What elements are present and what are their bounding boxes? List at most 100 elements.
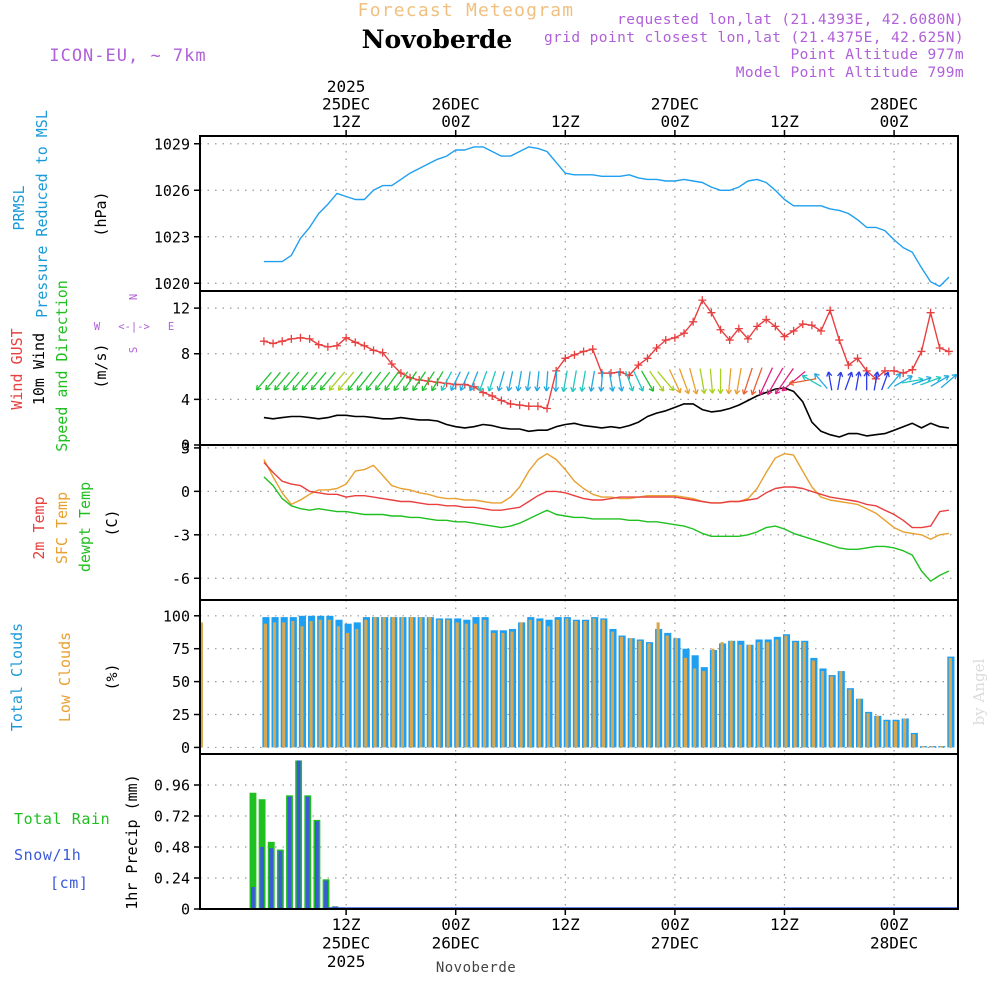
wind-direction-arrow [617,370,623,392]
snow-bar [296,760,301,909]
wind-arrow-head [468,385,475,392]
low-cloud-bar [391,617,395,748]
wind-direction-arrow [920,376,942,386]
gust-marker [323,342,332,351]
gust-marker [506,399,515,408]
wind-label: 10m Wind [30,333,48,405]
top-time-label: 28DEC [870,95,918,114]
precip-unit-label: 1hr Precip (mm) [123,774,141,909]
panel-2: -6-303 [172,439,958,600]
gust-marker [680,329,689,338]
low-cloud-bar [291,621,295,748]
wind-arrow-head [347,385,353,391]
low-cloud-bar [866,713,870,748]
low-cloud-bar [546,626,551,748]
panel-0: 1020 1023 1026 1029 [154,135,958,293]
low-cloud-bar [583,621,587,748]
snow-bar [324,880,328,909]
wind-direction-arrow [545,371,549,392]
gust-marker [926,308,935,317]
wind-direction-arrow [911,377,932,386]
wind-arrow-head [628,386,635,392]
wind-direction-arrow [940,374,958,389]
wind-direction-arrow [319,371,336,391]
snow-bar [278,850,283,909]
wind-arrow-head [393,385,399,392]
low-cloud-bar [574,621,578,748]
low-cloud-bar [336,626,341,748]
wind-arrow-head [847,371,854,378]
gust-marker [789,326,798,335]
wind-direction-arrow [887,373,901,390]
bottom-time-label: 26DEC [432,934,480,953]
temp-unit-label: (C) [103,509,121,536]
y-tick-label: 1020 [154,275,190,293]
low-cloud-bar [729,640,733,748]
wind-arrow-head [935,375,942,382]
gust-marker [269,339,278,348]
wind-arrow-head [837,371,844,378]
wind-arrow-head [855,371,862,377]
wind-arrow-head [292,385,298,391]
snow-bar [251,887,255,909]
wind-arrow-head [579,386,586,392]
wind-direction-arrow [727,368,732,394]
compass-south: S [128,347,140,353]
low-cloud-bar [419,617,423,748]
wind-arrow-head [907,375,913,381]
low-cloud-bar [373,617,377,748]
low-cloud-bar [601,619,605,748]
wind-arrow-head [283,385,289,391]
low-cloud-bar-edge [200,622,203,748]
wind-direction-arrow [255,371,272,391]
gust-marker [725,336,734,345]
low-cloud-bar [300,626,304,748]
low-cloud-bar [364,619,368,748]
wind-arrow-head [319,384,326,391]
wind-direction-arrow [421,371,435,392]
low-cloud-bar [939,746,943,748]
bottom-time-label: 12Z [551,915,580,934]
wind-direction-arrow [450,371,461,391]
wind-arrow-head [412,385,418,392]
sfc-temp-line [263,453,950,540]
wind-arrow-head [255,384,262,391]
requested-coords: requested lon,lat (21.4393E, 42.6080N) [617,12,964,28]
bottom-time-label: 00Z [660,915,689,934]
wind-arrow-head [570,386,577,393]
y-tick-label: 50 [172,673,190,691]
gust-marker [533,402,542,411]
wind-arrow-head [543,386,550,392]
y-tick-label: 0 [181,483,190,501]
y-tick-label: 100 [163,607,190,625]
low-cloud-bar [738,644,742,748]
low-cloud-bar [327,619,331,748]
low-cloud-bar [811,660,815,748]
low-cloud-bar [912,734,916,748]
wind-arrow-head [709,388,716,394]
low-cloud-bar [592,618,596,748]
snow-unit-label: [cm] [50,874,89,892]
wind-direction-arrow [581,370,587,392]
wind-direction-arrow [571,370,577,392]
wind-direction-arrow [649,370,665,392]
wind-arrow-head [814,372,820,379]
low-cloud-bar [537,621,541,748]
wind-arrow-head [684,388,691,395]
wind-arrow-head [766,389,773,395]
gust-marker [935,344,944,353]
panel-border [199,290,959,446]
wind-direction-arrow [767,367,784,395]
snow-bar [287,796,292,909]
y-tick-label: 0.48 [154,839,190,857]
low-cloud-bar [309,621,313,748]
gust-marker [899,369,908,378]
wind-arrow-head [402,385,409,392]
low-cloud-bar [921,746,925,748]
wind-arrow-head [374,385,381,391]
gust-marker [807,321,816,330]
wind-direction-arrow [901,378,924,384]
low-cloud-bar [720,642,724,748]
wind-direction-arrow [873,371,879,391]
y-tick-label: 8 [181,345,190,363]
